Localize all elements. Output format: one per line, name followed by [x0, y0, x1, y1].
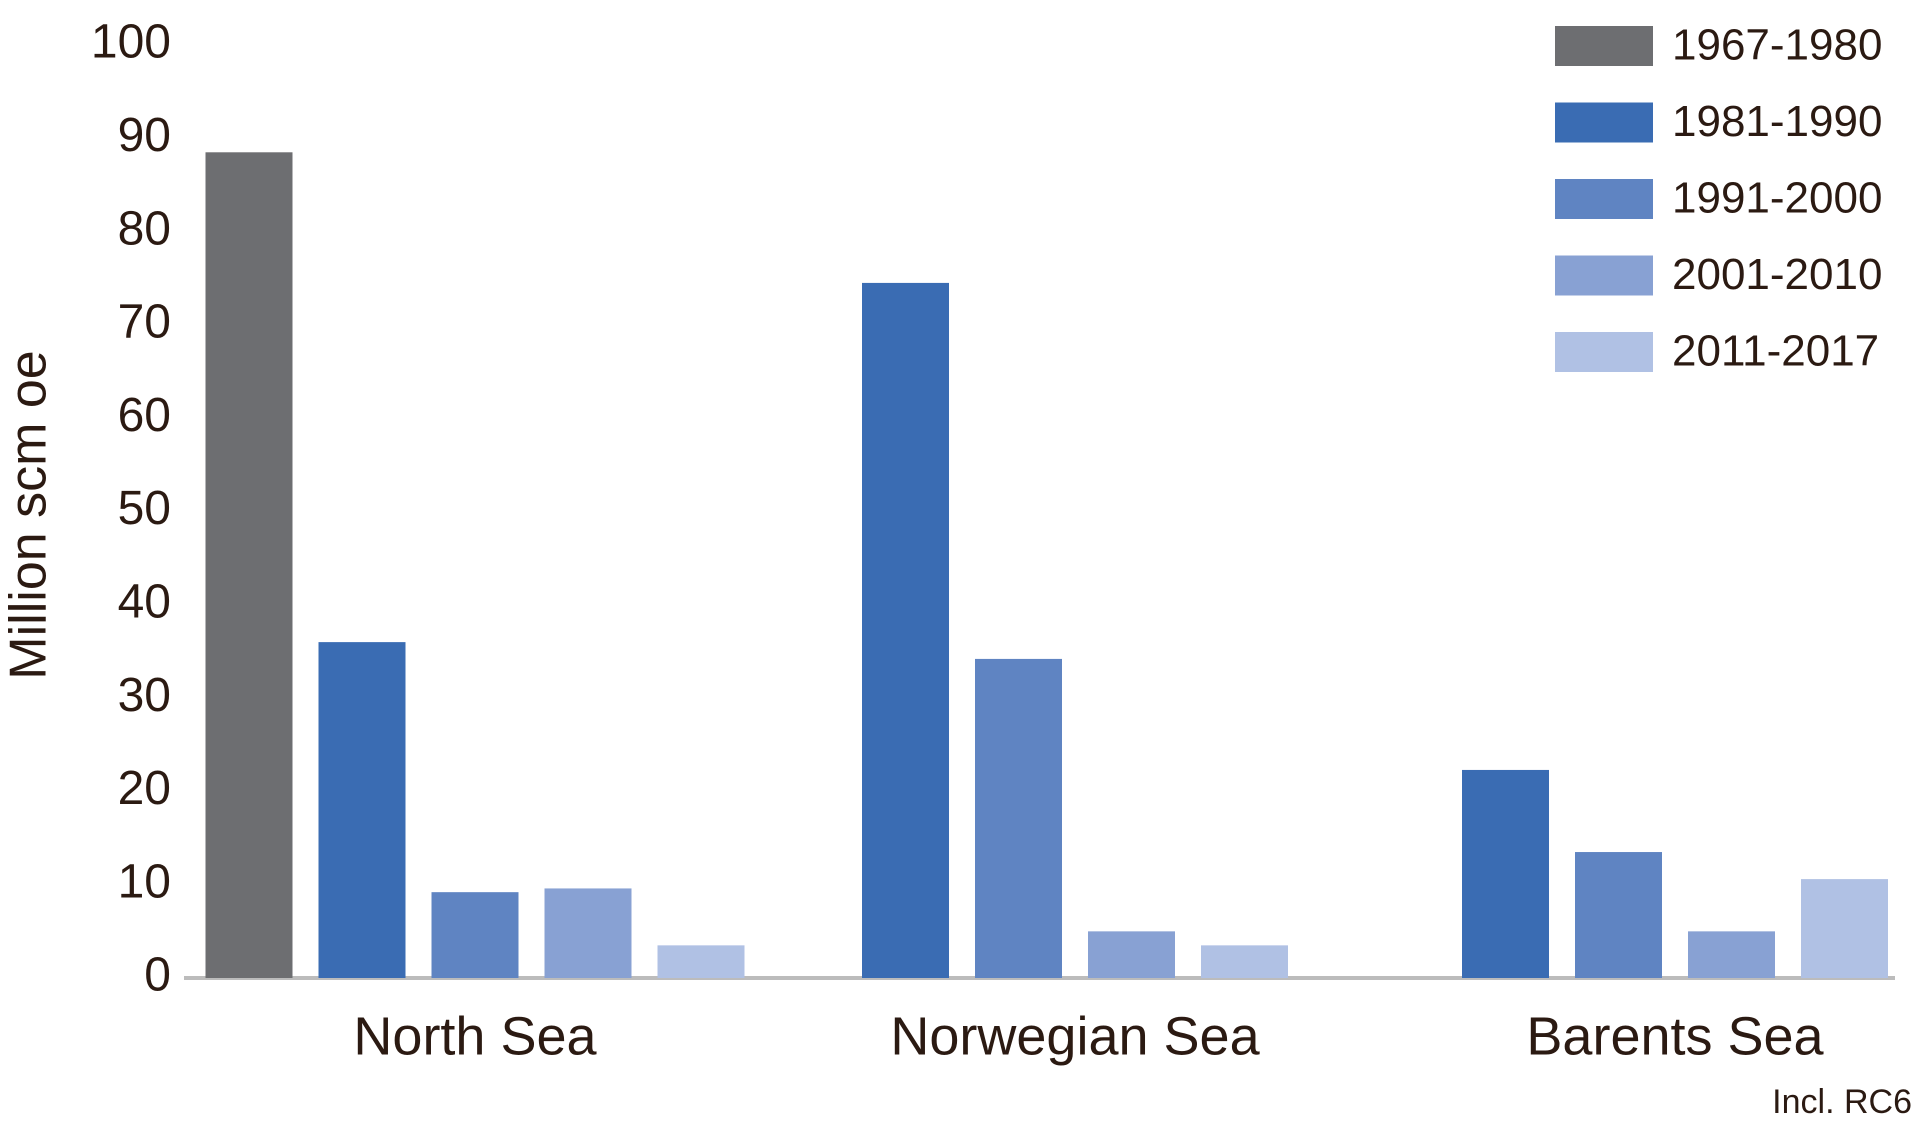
- y-tick-label: 90: [118, 109, 171, 162]
- x-tick-label: Norwegian Sea: [890, 1006, 1260, 1066]
- y-tick-label: 70: [118, 296, 171, 349]
- y-tick-label: 100: [91, 16, 171, 69]
- legend-label: 2001-2010: [1672, 250, 1882, 299]
- x-tick-label: Barents Sea: [1526, 1006, 1824, 1066]
- legend-label: 2011-2017: [1672, 327, 1879, 376]
- bar: [1575, 852, 1662, 978]
- bar: [431, 892, 519, 978]
- y-tick-label: 60: [118, 389, 171, 442]
- x-tick-label: North Sea: [353, 1006, 597, 1066]
- legend-swatch: [1555, 26, 1653, 66]
- bar: [975, 658, 1062, 978]
- legend-swatch: [1555, 332, 1653, 372]
- legend-label: 1991-2000: [1672, 174, 1882, 223]
- bar: [862, 282, 949, 978]
- bar: [1201, 945, 1288, 978]
- bar: [544, 888, 632, 978]
- y-tick-label: 20: [118, 762, 171, 815]
- legend-swatch: [1555, 179, 1653, 219]
- legend-label: 1981-1990: [1672, 97, 1882, 146]
- bar: [1462, 769, 1549, 978]
- y-tick-label: 50: [118, 482, 171, 535]
- y-tick-label: 10: [118, 855, 171, 908]
- legend-swatch: [1555, 255, 1653, 296]
- y-axis-title: Million scm oe: [0, 350, 58, 679]
- footnote: Incl. RC6: [1772, 1083, 1912, 1121]
- bar: [1801, 879, 1888, 978]
- y-tick-label: 30: [118, 669, 171, 722]
- bar: [1088, 931, 1175, 978]
- bar: [318, 642, 406, 978]
- bar: [205, 152, 293, 979]
- y-tick-label: 80: [118, 202, 171, 255]
- bar: [1688, 931, 1775, 978]
- y-tick-label: 0: [144, 949, 171, 1002]
- bar: [657, 945, 745, 978]
- legend-label: 1967-1980: [1672, 21, 1882, 70]
- y-tick-label: 40: [118, 575, 171, 628]
- legend-swatch: [1555, 102, 1653, 143]
